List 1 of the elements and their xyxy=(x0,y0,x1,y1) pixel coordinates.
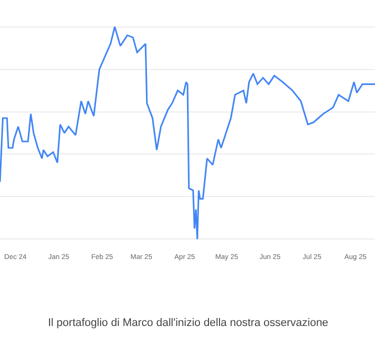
text: Il portafoglio di Marco dall'inizio della nostra osservazione xyxy=(48,317,328,329)
